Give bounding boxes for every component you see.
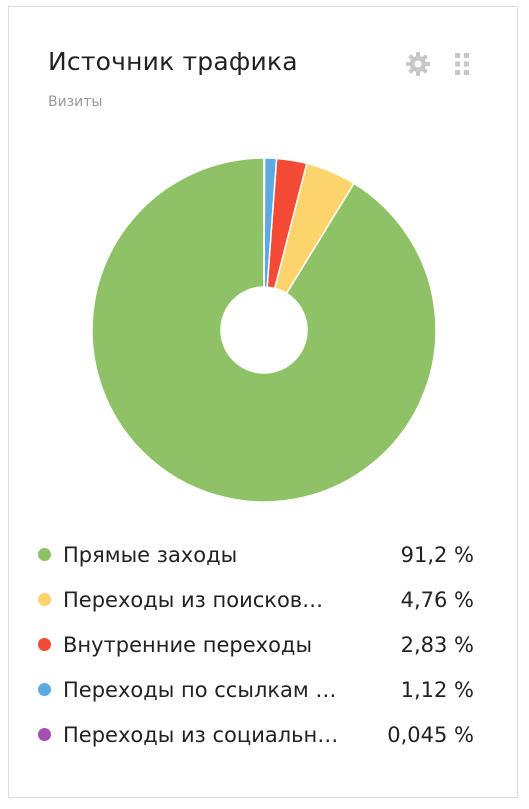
legend-item[interactable]: Переходы по ссылкам … 1,12 % (38, 667, 474, 712)
legend-value: 1,12 % (400, 677, 474, 702)
chart-legend: Прямые заходы 91,2 % Переходы из поисков… (38, 532, 474, 757)
legend-dot-icon (38, 593, 51, 606)
legend-value: 2,83 % (400, 632, 474, 657)
legend-item[interactable]: Прямые заходы 91,2 % (38, 532, 474, 577)
legend-dot-icon (38, 683, 51, 696)
widget-controls (403, 49, 477, 79)
grip-dots-icon[interactable] (447, 49, 477, 79)
legend-label: Прямые заходы (63, 542, 238, 567)
traffic-pie-chart (91, 157, 437, 503)
widget-subtitle: Визиты (48, 94, 103, 110)
legend-label: Внутренние переходы (63, 632, 313, 657)
legend-value: 0,045 % (387, 722, 474, 747)
pie-slice-1[interactable] (91, 157, 437, 503)
gear-icon[interactable] (403, 49, 433, 79)
legend-dot-icon (38, 548, 51, 561)
legend-item[interactable]: Внутренние переходы 2,83 % (38, 622, 474, 667)
legend-value: 91,2 % (400, 542, 474, 567)
legend-label: Переходы по ссылкам … (63, 677, 337, 702)
legend-item[interactable]: Переходы из социальн… 0,045 % (38, 712, 474, 757)
legend-dot-icon (38, 728, 51, 741)
legend-item[interactable]: Переходы из поисков… 4,76 % (38, 577, 474, 622)
legend-dot-icon (38, 638, 51, 651)
widget-title: Источник трафика (48, 47, 298, 76)
legend-label: Переходы из социальн… (63, 722, 339, 747)
legend-value: 4,76 % (400, 587, 474, 612)
legend-label: Переходы из поисков… (63, 587, 324, 612)
